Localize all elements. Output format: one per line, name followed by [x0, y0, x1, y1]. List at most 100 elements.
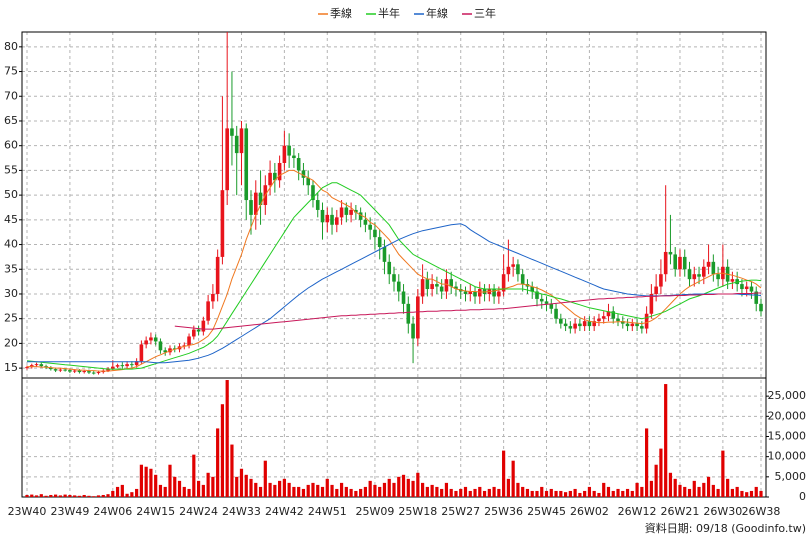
candle-body — [358, 212, 363, 220]
candle-body — [354, 209, 358, 213]
volume-bar — [44, 495, 48, 497]
volume-bar — [544, 490, 549, 497]
volume-bar — [406, 478, 410, 497]
x-tick-label: 24W15 — [136, 505, 175, 518]
x-tick-label: 26W30 — [703, 505, 742, 518]
candle-body — [416, 296, 420, 339]
candle-body — [144, 340, 148, 345]
candle-body — [544, 301, 549, 304]
candle-body — [325, 214, 330, 223]
candle-body — [349, 209, 353, 215]
candle-body — [620, 321, 625, 324]
candle-body — [682, 256, 687, 270]
candle-body — [539, 298, 544, 302]
volume-bar — [292, 486, 296, 497]
ma-line — [27, 223, 762, 364]
x-tick-label: 26W38 — [742, 505, 781, 518]
volume-bar — [611, 490, 615, 497]
candle-body — [406, 303, 411, 324]
volume-bar — [258, 486, 263, 497]
volume-bar — [359, 488, 363, 497]
candle-body — [87, 371, 91, 373]
candle-body — [53, 369, 58, 371]
candle-body — [368, 224, 372, 230]
candle-body — [273, 172, 277, 181]
volume-bar — [430, 484, 434, 497]
volume-bar — [583, 490, 587, 497]
candle-body — [58, 369, 63, 371]
volume-bar — [506, 478, 510, 497]
candle-body — [635, 323, 639, 327]
candle-body — [649, 293, 654, 314]
candle-body — [597, 318, 601, 322]
candle-body — [730, 279, 735, 282]
price-panel — [22, 32, 766, 378]
candle-body — [34, 364, 39, 366]
candle-body — [578, 323, 582, 327]
candle-body — [754, 291, 759, 304]
candle-body — [425, 279, 430, 290]
volume-bar — [177, 480, 182, 497]
volume-bar — [325, 478, 329, 497]
volume-bar — [616, 488, 620, 497]
volume-bar — [654, 464, 658, 497]
volume-bar — [49, 494, 53, 497]
volume-bar — [268, 482, 272, 497]
candle-body — [582, 321, 587, 327]
volume-bar — [420, 482, 425, 497]
candle-body — [692, 274, 697, 280]
ma-line — [26, 182, 762, 370]
volume-bar — [416, 472, 420, 497]
candle-body — [311, 185, 315, 201]
volume-y-tick-label: 15,000 — [768, 429, 807, 442]
candle-body — [492, 289, 496, 297]
volume-bar — [273, 484, 277, 497]
volume-bar — [459, 488, 463, 497]
candle-body — [230, 128, 234, 136]
candle-body — [292, 155, 296, 159]
candle-body — [601, 316, 606, 319]
volume-bar — [740, 490, 744, 497]
volume-bar — [130, 492, 134, 497]
candle-body — [277, 162, 282, 181]
candle-body — [363, 219, 368, 225]
volume-bar — [640, 486, 644, 497]
volume-bar — [559, 490, 563, 497]
candle-body — [411, 323, 415, 339]
volume-bar — [25, 494, 29, 497]
volume-bar — [73, 495, 77, 497]
volume-bar — [216, 428, 220, 497]
candle-body — [253, 192, 258, 215]
volume-bar — [635, 482, 639, 497]
candle-body — [444, 279, 449, 292]
volume-bar — [144, 466, 148, 497]
y-tick-label: 75 — [4, 65, 18, 78]
y-tick-label: 70 — [4, 89, 18, 102]
x-tick-label: 24W51 — [308, 505, 347, 518]
x-tick-label: 24W42 — [265, 505, 304, 518]
volume-bar — [187, 488, 191, 497]
candle-body — [244, 128, 249, 201]
volume-bar — [530, 490, 534, 497]
candle-body — [396, 281, 401, 292]
volume-bar — [206, 472, 210, 497]
volume-bar — [726, 478, 730, 497]
volume-y-tick-label: 25,000 — [768, 389, 807, 402]
candle-body — [711, 261, 716, 275]
volume-bar — [702, 482, 706, 497]
candle-body — [344, 207, 349, 215]
candle-body — [716, 274, 720, 280]
volume-bar — [68, 494, 72, 497]
y-tick-label: 65 — [4, 114, 18, 127]
candle-body — [211, 293, 215, 302]
volume-bar — [230, 444, 234, 497]
volume-bar — [192, 454, 196, 497]
volume-bar — [525, 488, 530, 497]
candle-body — [501, 274, 506, 292]
candle-body — [673, 254, 678, 270]
volume-bar — [235, 476, 239, 497]
volume-bar — [287, 482, 291, 497]
ma-line — [174, 292, 761, 330]
volume-bar — [606, 486, 611, 497]
volume-bar — [711, 484, 715, 497]
